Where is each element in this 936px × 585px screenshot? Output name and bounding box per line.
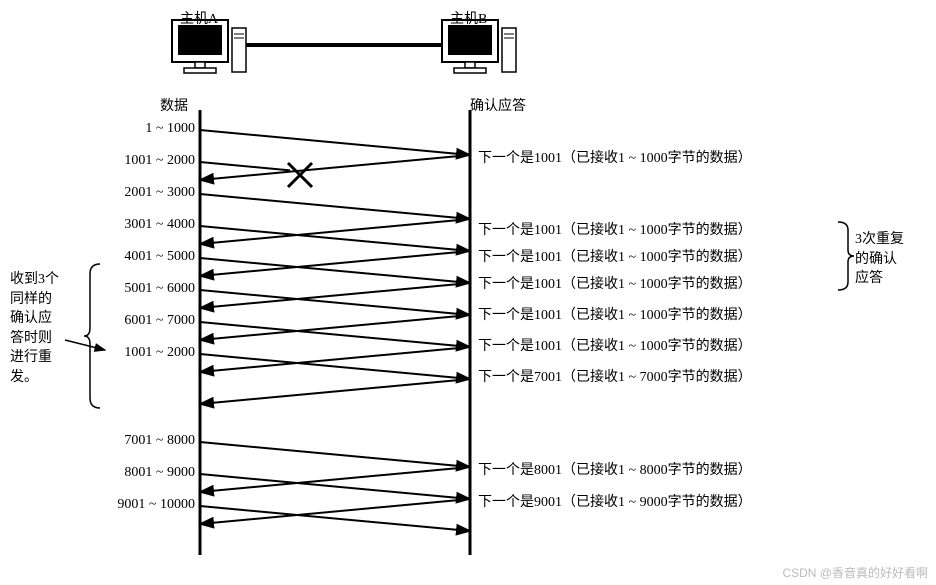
right-note: 3次重复的确认应答 xyxy=(855,230,904,289)
ack-label-1: 下一个是1001（已接收1 ~ 1000字节的数据） xyxy=(478,219,752,239)
data-segment-5: 5001 ~ 6000 xyxy=(124,281,195,297)
host-a-label: 主机A xyxy=(180,8,218,28)
data-header: 数据 xyxy=(160,95,188,115)
ack-label-7: 下一个是8001（已接收1 ~ 8000字节的数据） xyxy=(478,459,752,479)
data-segment-0: 1 ~ 1000 xyxy=(145,121,195,137)
watermark: CSDN @香音真的好好看啊 xyxy=(782,564,928,581)
left-note: 收到3个同样的确认应答时则进行重发。 xyxy=(10,270,59,388)
ack-label-8: 下一个是9001（已接收1 ~ 9000字节的数据） xyxy=(478,491,752,511)
data-segment-10: 9001 ~ 10000 xyxy=(117,497,195,513)
ack-label-3: 下一个是1001（已接收1 ~ 1000字节的数据） xyxy=(478,273,752,293)
ack-label-2: 下一个是1001（已接收1 ~ 1000字节的数据） xyxy=(478,246,752,266)
data-segment-9: 8001 ~ 9000 xyxy=(124,465,195,481)
data-segment-3: 3001 ~ 4000 xyxy=(124,217,195,233)
ack-label-6: 下一个是7001（已接收1 ~ 7000字节的数据） xyxy=(478,366,752,386)
data-segment-2: 2001 ~ 3000 xyxy=(124,185,195,201)
ack-label-4: 下一个是1001（已接收1 ~ 1000字节的数据） xyxy=(478,304,752,324)
ack-label-0: 下一个是1001（已接收1 ~ 1000字节的数据） xyxy=(478,147,752,167)
data-segment-8: 7001 ~ 8000 xyxy=(124,433,195,449)
data-segment-7: 1001 ~ 2000 xyxy=(124,345,195,361)
data-segment-6: 6001 ~ 7000 xyxy=(124,313,195,329)
ack-header: 确认应答 xyxy=(470,95,526,115)
ack-label-5: 下一个是1001（已接收1 ~ 1000字节的数据） xyxy=(478,335,752,355)
data-segment-1: 1001 ~ 2000 xyxy=(124,153,195,169)
data-segment-4: 4001 ~ 5000 xyxy=(124,249,195,265)
host-b-label: 主机B xyxy=(450,8,487,28)
